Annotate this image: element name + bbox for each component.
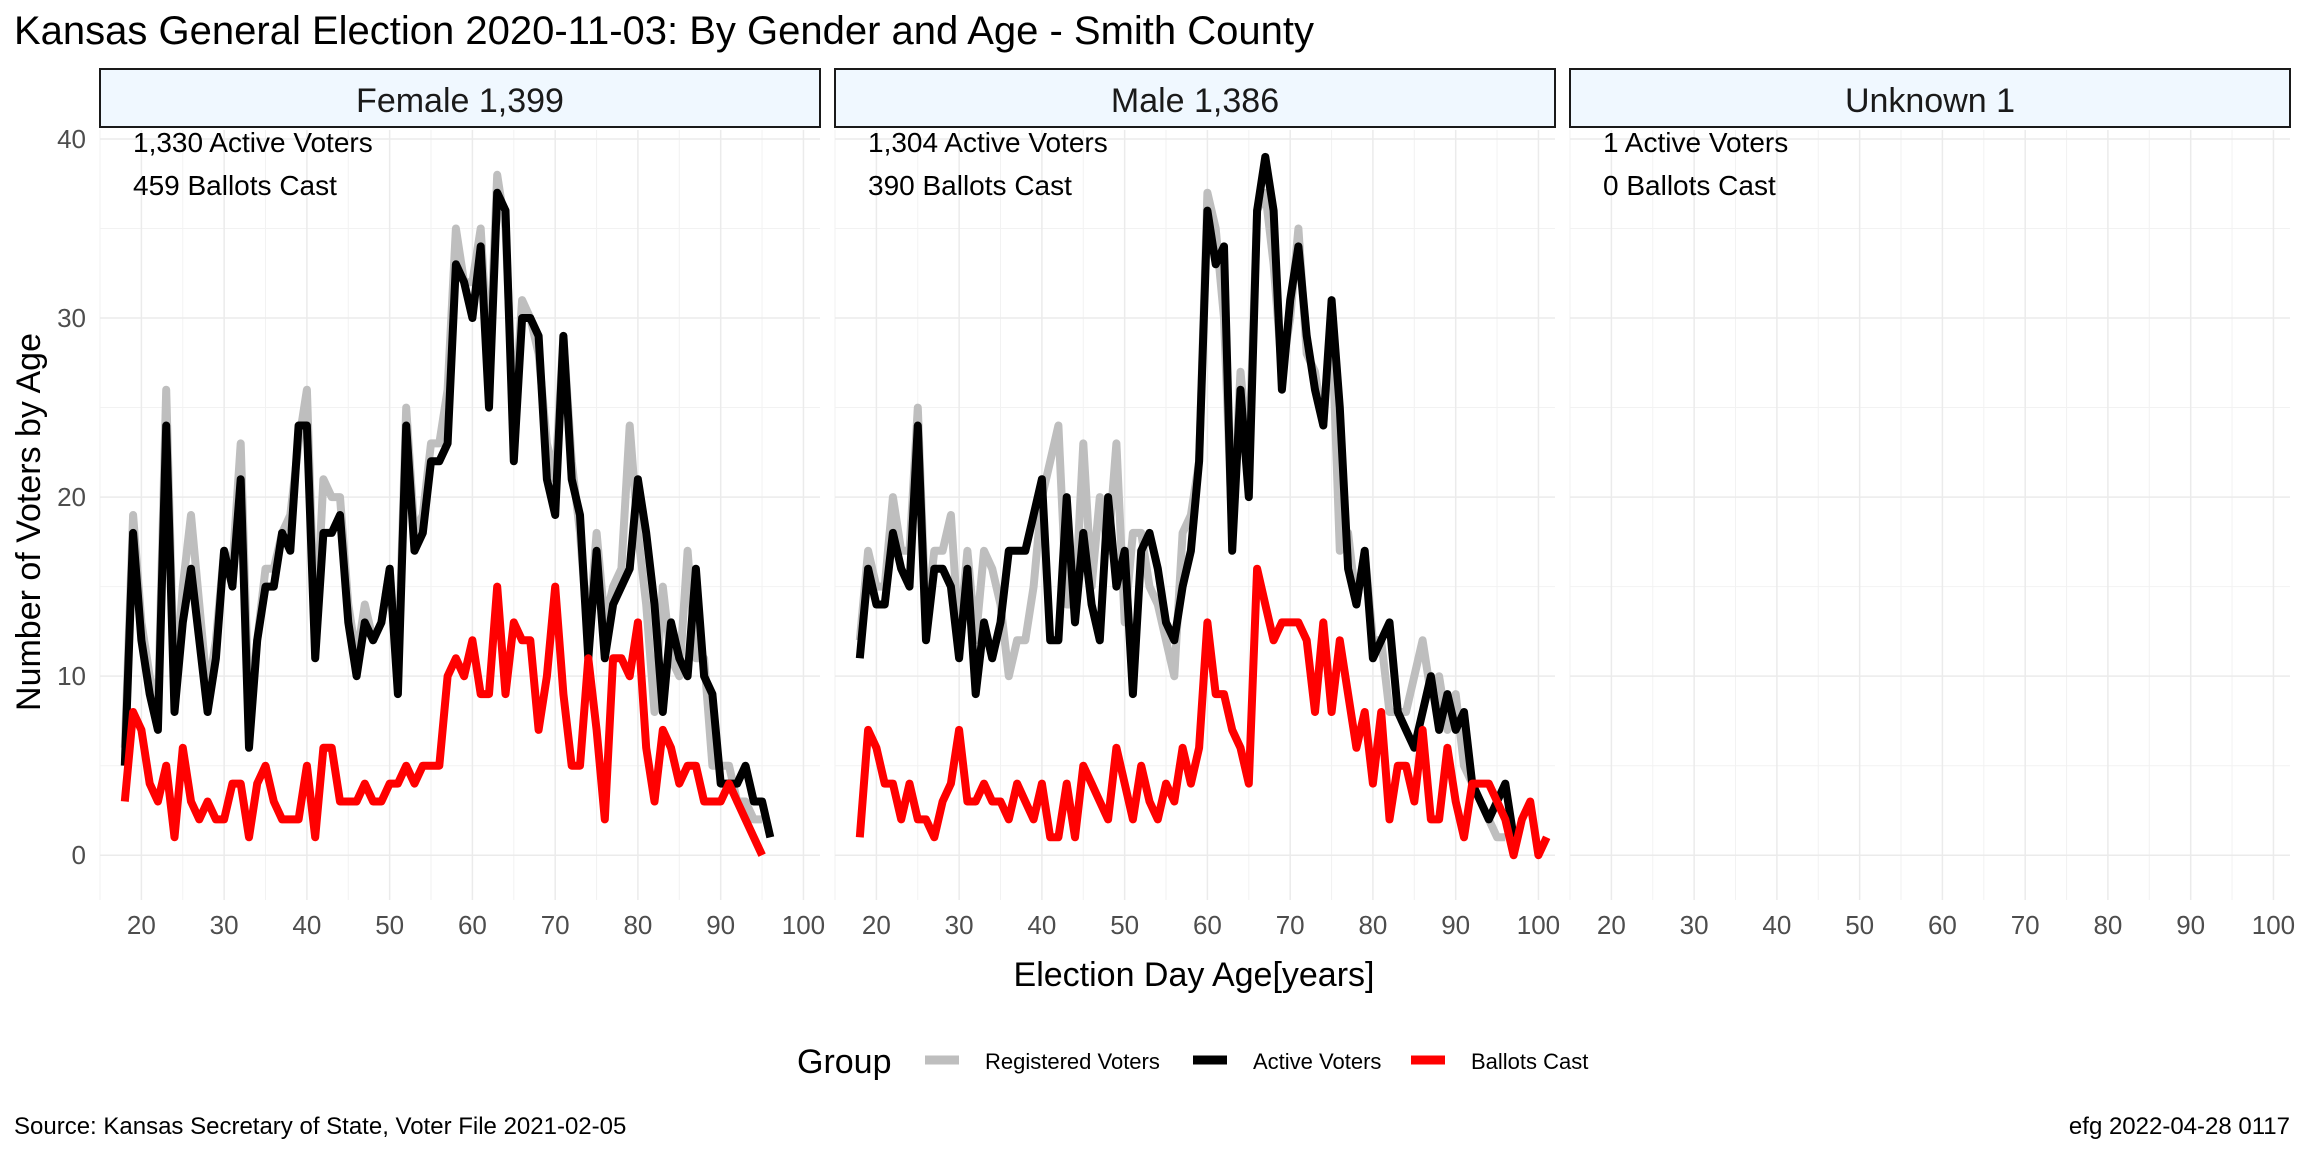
- strip-box: [99, 68, 821, 128]
- x-tick-label: 80: [2093, 910, 2122, 940]
- x-tick-label: 100: [1517, 910, 1560, 940]
- series-line-ballots-cast: [855, 564, 1551, 860]
- legend-title: Group: [797, 1043, 892, 1081]
- x-tick-label: 100: [2252, 910, 2295, 940]
- series-line-active-voters: [120, 188, 775, 839]
- panel-annotation: 0 Ballots Cast: [1603, 170, 1776, 201]
- x-tick-label: 90: [2176, 910, 2205, 940]
- panel-annotation: 1,304 Active Voters: [868, 127, 1108, 158]
- x-tick-label: 90: [1441, 910, 1470, 940]
- x-tick-label: 40: [292, 910, 321, 940]
- x-tick-label: 50: [375, 910, 404, 940]
- panel-unknown: Unknown 1 20 30 40 50 60 70 80 90 100 1 Active Vot…: [1569, 68, 2295, 940]
- series-line-active-voters: [855, 152, 1518, 838]
- strip-label: Male 1,386: [1111, 82, 1279, 120]
- x-tick-label: 30: [945, 910, 974, 940]
- panel-annotation: 1 Active Voters: [1603, 127, 1788, 158]
- x-tick-label: 30: [1680, 910, 1709, 940]
- y-tick-label: 20: [57, 482, 86, 512]
- strip-label: Unknown 1: [1845, 82, 2015, 120]
- x-tick-label: 80: [623, 910, 652, 940]
- y-tick-label: 10: [57, 661, 86, 691]
- x-tick-label: 60: [1928, 910, 1957, 940]
- panel-annotation: 459 Ballots Cast: [133, 170, 337, 201]
- x-axis-title: Election Day Age[years]: [1014, 956, 1375, 994]
- legend-label-ballots-cast: Ballots Cast: [1471, 1049, 1588, 1074]
- legend-label-active-voters: Active Voters: [1253, 1049, 1381, 1074]
- strip-box: [1569, 68, 2291, 128]
- chart-title: Kansas General Election 2020-11-03: By G…: [14, 9, 1314, 53]
- x-tick-label: 20: [862, 910, 891, 940]
- panel-annotation: 1,330 Active Voters: [133, 127, 373, 158]
- credit-caption: efg 2022-04-28 0117: [2069, 1113, 2290, 1140]
- panel-annotation: 390 Ballots Cast: [868, 170, 1072, 201]
- x-tick-label: 70: [2011, 910, 2040, 940]
- strip-label: Female 1,399: [356, 82, 564, 120]
- x-tick-label: 50: [1845, 910, 1874, 940]
- strip-box: [834, 68, 1556, 128]
- x-tick-label: 20: [1597, 910, 1626, 940]
- x-tick-label: 90: [706, 910, 735, 940]
- legend-label-registered-voters: Registered Voters: [985, 1049, 1160, 1074]
- x-tick-label: 40: [1027, 910, 1056, 940]
- x-tick-label: 30: [210, 910, 239, 940]
- facet-panels: Female 1,399 20 30 40 50 60 70 80 90 100 0 10 20 30 40…: [57, 68, 2295, 940]
- x-tick-label: 20: [127, 910, 156, 940]
- x-tick-label: 60: [458, 910, 487, 940]
- panel-female: Female 1,399 20 30 40 50 60 70 80 90 100 0 10 20 30 40…: [57, 68, 825, 940]
- panel-male: Male 1,386 20 30 40 50 60 70 80 90 100 1,304 Activ…: [834, 68, 1560, 940]
- x-tick-label: 50: [1110, 910, 1139, 940]
- source-caption: Source: Kansas Secretary of State, Voter…: [14, 1113, 626, 1140]
- x-tick-label: 60: [1193, 910, 1222, 940]
- y-axis-title: Number of Voters by Age: [10, 333, 48, 711]
- x-tick-label: 70: [1276, 910, 1305, 940]
- x-tick-label: 70: [541, 910, 570, 940]
- series-line-ballots-cast: [120, 582, 766, 857]
- y-tick-label: 30: [57, 303, 86, 333]
- x-tick-label: 80: [1358, 910, 1387, 940]
- y-tick-label: 0: [72, 840, 86, 870]
- x-tick-label: 40: [1762, 910, 1791, 940]
- y-tick-label: 40: [57, 124, 86, 154]
- x-tick-label: 100: [782, 910, 825, 940]
- legend: Group Registered Voters Active Voters Ballo…: [797, 1043, 1588, 1081]
